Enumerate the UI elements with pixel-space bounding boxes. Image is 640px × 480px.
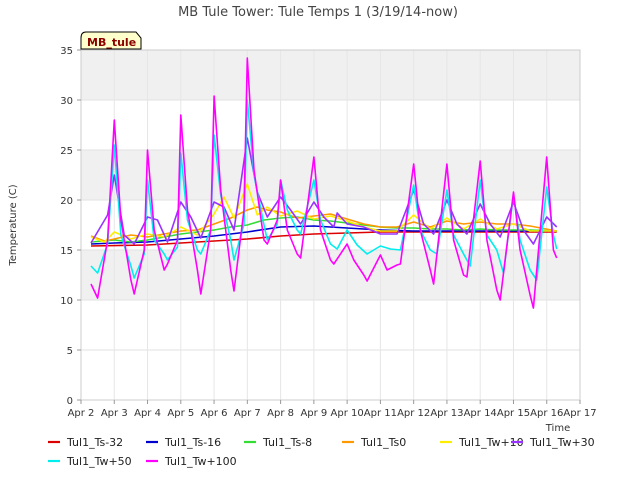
x-tick-label: Apr 4: [134, 408, 161, 419]
legend-item: Tul1_Ts-32: [48, 436, 123, 449]
band-2: [81, 50, 580, 100]
legend-label: Tul1_Tw+10: [458, 436, 524, 449]
legend-label: Tul1_Ts-8: [262, 436, 312, 449]
x-tick-label: Apr 7: [234, 408, 261, 419]
legend-label: Tul1_Tw+30: [529, 436, 595, 449]
y-axis-ticks: 0 5 10 15 20 25 30 35: [60, 46, 81, 407]
y-tick-label: 10: [60, 296, 73, 307]
legend-item: Tul1_Tw+30: [511, 436, 595, 449]
x-tick-label: Apr 5: [167, 408, 194, 419]
series-line-tul1-tw-100: [90, 57, 558, 309]
x-tick-label: Apr 2: [68, 408, 95, 419]
x-tick-label: Apr 16: [530, 408, 563, 419]
x-tick-label: Apr 17: [563, 408, 596, 419]
x-tick-label: Apr 3: [101, 408, 128, 419]
x-axis-label: Time: [545, 423, 570, 434]
y-tick-label: 30: [60, 96, 73, 107]
legend-label: Tul1_Ts0: [360, 436, 406, 449]
x-tick-label: Apr 10: [331, 408, 364, 419]
y-tick-label: 25: [60, 146, 73, 157]
x-axis-ticks: Apr 2 Apr 3 Apr 4 Apr 5 Apr 6 Apr 7 Apr 8 Apr 9…: [68, 400, 597, 419]
legend-label: Tul1_Ts-16: [164, 436, 221, 449]
y-tick-label: 5: [67, 346, 73, 357]
x-tick-label: Apr 13: [430, 408, 463, 419]
legend-item: Tul1_Tw+50: [48, 455, 132, 468]
x-tick-label: Apr 9: [300, 408, 327, 419]
x-tick-label: Apr 12: [397, 408, 430, 419]
station-badge: MB_tule: [80, 31, 142, 50]
plot-area: [80, 49, 581, 401]
y-tick-label: 20: [60, 196, 73, 207]
series-layer: [90, 57, 558, 309]
legend-item: Tul1_Tw+100: [146, 455, 237, 468]
y-tick-label: 35: [60, 46, 73, 57]
x-tick-label: Apr 11: [364, 408, 397, 419]
x-tick-label: Apr 14: [464, 408, 497, 419]
x-tick-label: Apr 15: [497, 408, 530, 419]
legend-item: Tul1_Ts0: [342, 436, 406, 449]
chart-title: MB Tule Tower: Tule Temps 1 (3/19/14-now…: [178, 5, 458, 20]
y-tick-label: 15: [60, 246, 73, 257]
y-axis-label: Temperature (C): [8, 184, 19, 266]
band-1: [81, 150, 580, 200]
legend-label: Tul1_Tw+100: [164, 455, 237, 468]
station-badge-text: MB_tule: [87, 36, 136, 49]
series-line-tul1-tw-50: [90, 99, 558, 281]
x-tick-label: Apr 6: [201, 408, 228, 419]
legend-item: Tul1_Tw+10: [440, 436, 524, 449]
legend-item: Tul1_Ts-16: [146, 436, 221, 449]
legend-label: Tul1_Ts-32: [66, 436, 123, 449]
legend: Tul1_Ts-32 Tul1_Ts-16 Tul1_Ts-8 Tul1_Ts0 Tul…: [48, 436, 595, 468]
legend-item: Tul1_Ts-8: [244, 436, 312, 449]
legend-label: Tul1_Tw+50: [66, 455, 132, 468]
x-tick-label: Apr 8: [267, 408, 294, 419]
y-tick-label: 0: [67, 396, 73, 407]
series-line-tul1-tw-10: [90, 183, 557, 243]
